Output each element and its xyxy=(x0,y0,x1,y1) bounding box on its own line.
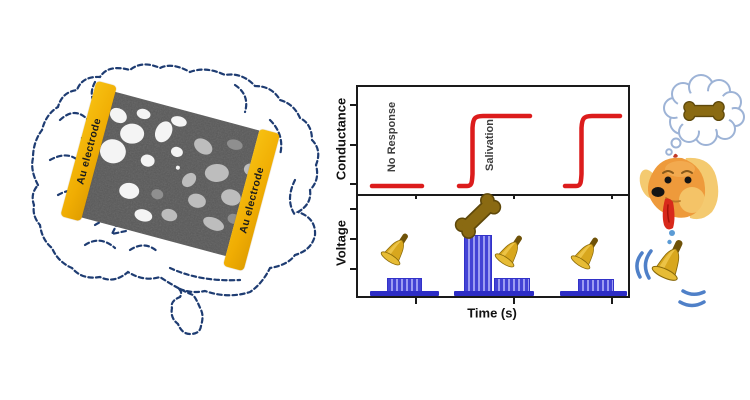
panel-divider xyxy=(358,194,628,196)
bell-pulse-train-1 xyxy=(387,278,422,291)
conductance-axis-label: Conductance xyxy=(333,97,349,181)
no-response-annotation: No Response xyxy=(386,101,398,173)
pulse-base-2 xyxy=(454,291,534,296)
x-tick xyxy=(513,298,515,304)
ring-motion-lines-icon xyxy=(635,249,706,308)
bell-pulse-train-2 xyxy=(494,278,530,291)
x-tick xyxy=(513,194,515,199)
dog-eye xyxy=(684,176,692,184)
dog-brows xyxy=(662,170,693,174)
dog-tongue xyxy=(662,198,675,230)
bone-pulse-train xyxy=(464,235,492,291)
y-tick xyxy=(350,268,357,270)
y-tick xyxy=(350,183,357,185)
y-tick xyxy=(350,238,357,240)
memristor-device: Au electrode Au electrode xyxy=(60,80,281,272)
x-tick xyxy=(415,298,417,304)
dog-face-icon xyxy=(639,153,719,230)
time-axis-label: Time (s) xyxy=(467,305,517,321)
x-tick xyxy=(415,194,417,199)
bell-pulse-train-3 xyxy=(578,279,614,291)
x-tick xyxy=(611,194,613,199)
voltage-panel xyxy=(358,196,628,296)
pulse-base-1 xyxy=(370,291,439,296)
drool-drops-icon xyxy=(667,230,675,245)
x-tick xyxy=(611,298,613,304)
bright-nanoparticle-blobs xyxy=(99,107,187,222)
salivation-annotation: Salivation xyxy=(484,119,496,171)
y-tick xyxy=(350,104,357,106)
bubble-trail xyxy=(665,137,682,156)
y-tick xyxy=(350,208,357,210)
dog-nose xyxy=(651,187,665,197)
y-tick xyxy=(350,144,357,146)
thought-bubble-icon xyxy=(663,74,745,156)
voltage-axis-label: Voltage xyxy=(333,220,349,266)
conductance-trace-recall xyxy=(562,113,623,189)
conductance-panel xyxy=(369,113,623,189)
dog-eye xyxy=(664,176,672,184)
brain-perimeter xyxy=(31,63,320,336)
conductance-trace-salivation xyxy=(456,113,533,189)
pulse-base-3 xyxy=(560,291,627,296)
sem-micrograph xyxy=(80,91,260,257)
